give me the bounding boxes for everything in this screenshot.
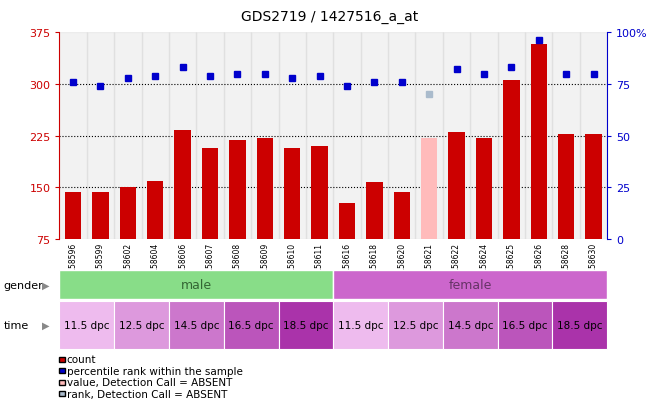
- Bar: [470, 33, 498, 240]
- Bar: [333, 271, 607, 299]
- Bar: [119, 187, 136, 240]
- Bar: [251, 33, 279, 240]
- Bar: [498, 301, 552, 349]
- Bar: [388, 301, 443, 349]
- Bar: [147, 182, 164, 240]
- Text: count: count: [67, 354, 96, 364]
- Text: male: male: [181, 278, 212, 292]
- Bar: [229, 141, 246, 240]
- Bar: [333, 301, 388, 349]
- Bar: [306, 33, 333, 240]
- Bar: [92, 193, 109, 240]
- Bar: [503, 81, 519, 240]
- Text: value, Detection Call = ABSENT: value, Detection Call = ABSENT: [67, 377, 232, 387]
- Text: percentile rank within the sample: percentile rank within the sample: [67, 366, 242, 376]
- Text: 14.5 dpc: 14.5 dpc: [447, 320, 493, 330]
- Bar: [580, 33, 607, 240]
- Bar: [141, 33, 169, 240]
- Bar: [443, 301, 498, 349]
- Bar: [59, 271, 333, 299]
- Text: 11.5 dpc: 11.5 dpc: [64, 320, 110, 330]
- Bar: [448, 133, 465, 240]
- Bar: [421, 139, 438, 240]
- Bar: [531, 45, 547, 240]
- Bar: [197, 33, 224, 240]
- Text: 16.5 dpc: 16.5 dpc: [502, 320, 548, 330]
- Bar: [476, 138, 492, 240]
- Text: 12.5 dpc: 12.5 dpc: [119, 320, 164, 330]
- Bar: [257, 138, 273, 240]
- Bar: [366, 183, 383, 240]
- Text: 12.5 dpc: 12.5 dpc: [393, 320, 438, 330]
- Bar: [86, 33, 114, 240]
- Bar: [416, 33, 443, 240]
- Bar: [279, 33, 306, 240]
- Bar: [393, 193, 410, 240]
- Text: 16.5 dpc: 16.5 dpc: [228, 320, 274, 330]
- Bar: [558, 134, 574, 240]
- Text: 11.5 dpc: 11.5 dpc: [338, 320, 383, 330]
- Bar: [552, 33, 579, 240]
- Bar: [339, 204, 355, 240]
- Bar: [333, 33, 360, 240]
- Text: rank, Detection Call = ABSENT: rank, Detection Call = ABSENT: [67, 389, 227, 399]
- Bar: [443, 33, 470, 240]
- Bar: [388, 33, 416, 240]
- Bar: [169, 301, 224, 349]
- Bar: [59, 301, 114, 349]
- Bar: [202, 149, 218, 240]
- Text: time: time: [3, 320, 28, 330]
- Text: ▶: ▶: [42, 280, 49, 290]
- Bar: [224, 301, 279, 349]
- Text: gender: gender: [3, 280, 43, 290]
- Text: female: female: [449, 278, 492, 292]
- Bar: [114, 301, 169, 349]
- Bar: [59, 33, 86, 240]
- Bar: [312, 147, 328, 240]
- Bar: [552, 301, 607, 349]
- Bar: [525, 33, 552, 240]
- Text: GDS2719 / 1427516_a_at: GDS2719 / 1427516_a_at: [242, 10, 418, 24]
- Bar: [284, 149, 300, 240]
- Bar: [279, 301, 333, 349]
- Bar: [585, 134, 602, 240]
- Bar: [114, 33, 141, 240]
- Bar: [65, 193, 81, 240]
- Text: ▶: ▶: [42, 320, 49, 330]
- Bar: [224, 33, 251, 240]
- Text: 18.5 dpc: 18.5 dpc: [283, 320, 329, 330]
- Text: 14.5 dpc: 14.5 dpc: [174, 320, 219, 330]
- Bar: [174, 131, 191, 240]
- Text: 18.5 dpc: 18.5 dpc: [557, 320, 603, 330]
- Bar: [169, 33, 197, 240]
- Bar: [498, 33, 525, 240]
- Bar: [361, 33, 388, 240]
